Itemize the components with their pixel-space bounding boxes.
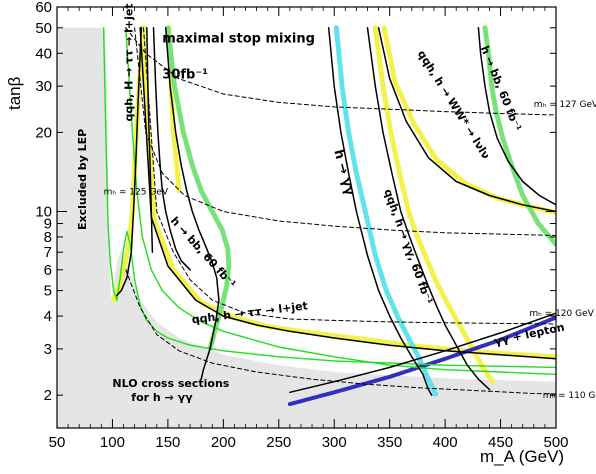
series-13-contour	[366, 27, 491, 391]
annotation-m-120-gev: mₕ = 120 GeV	[529, 309, 594, 319]
regions-layer	[57, 27, 556, 428]
series-14-yellow	[372, 25, 496, 385]
series-1-green	[125, 27, 556, 376]
y-axis-title: tanβ	[5, 76, 24, 110]
annotation-lepton: γγ + lepton	[493, 321, 566, 349]
y-tick-label: 10	[35, 203, 52, 220]
series-12-cyan	[333, 25, 439, 398]
annotation-for-h: for h → γγ	[131, 391, 193, 404]
y-tick-label: 5	[44, 283, 52, 300]
ticks-layer	[56, 6, 557, 428]
x-tick-label: 100	[100, 434, 125, 451]
annotation-m-125-gev: mₕ = 125 GeV	[104, 188, 169, 198]
series-2-contour	[116, 27, 143, 297]
series-15-contour	[377, 27, 556, 213]
y-tick-label: 50	[35, 20, 52, 37]
series-layer	[102, 25, 556, 407]
x-tick-label: 150	[155, 434, 180, 451]
y-tick-label: 2	[44, 387, 52, 404]
series-11-contour	[327, 27, 433, 396]
annotation-m-110-gev: mₕ = 110 GeV	[543, 391, 596, 401]
series-19-contour	[289, 312, 556, 394]
y-tick-label: 6	[44, 262, 52, 279]
x-tick-label: 350	[377, 434, 402, 451]
y-tick-label: 7	[44, 244, 52, 261]
x-tick-label: 250	[266, 434, 291, 451]
series-23-dashed	[143, 27, 556, 325]
plot-frame	[56, 6, 557, 429]
y-tick-label: 40	[35, 45, 52, 62]
series-18-greenband	[482, 25, 556, 247]
series-24-dashed	[125, 269, 556, 395]
x-tick-label: 200	[211, 434, 236, 451]
y-tick-label: 8	[44, 229, 52, 246]
series-22-dashed	[134, 27, 556, 236]
y-tick-label: 20	[35, 124, 52, 141]
y-tick-label: 4	[44, 308, 52, 325]
series-7-greenband	[165, 25, 232, 352]
series-17-contour	[477, 27, 556, 206]
x-tick-label: 400	[433, 434, 458, 451]
y-tick-label: 3	[44, 341, 52, 358]
annotation-excluded-by-lep: Excluded by LEP	[76, 129, 89, 230]
y-tick-label: 60	[35, 0, 52, 16]
series-21-dashed	[125, 27, 556, 116]
region-excluded-by-lep	[57, 27, 556, 428]
annotation-30fb: 30fb⁻¹	[162, 68, 208, 83]
x-tick-label: 50	[49, 434, 66, 451]
annotation-m-127-gev: mₕ = 127 GeV	[534, 100, 596, 110]
x-tick-label: 300	[322, 434, 347, 451]
series-5-contour	[152, 27, 191, 271]
x-axis-title: m_A (GeV)	[480, 447, 564, 466]
series-6-contour	[164, 27, 220, 380]
annotation-maximal-stop-mixing: maximal stop mixing	[162, 31, 315, 46]
y-tick-label: 30	[35, 78, 52, 95]
x-tick-label: 450	[488, 434, 513, 451]
x-tick-label: 500	[543, 434, 568, 451]
annotation-nlo-cross-sections: NLO cross sections	[112, 377, 229, 390]
series-9-contour	[139, 27, 556, 360]
annotation-qqh-h-l-jet: qqh, H → ττ → l+jet	[122, 3, 135, 121]
y-tick-label: 9	[44, 216, 52, 233]
series-0-green	[102, 27, 556, 369]
